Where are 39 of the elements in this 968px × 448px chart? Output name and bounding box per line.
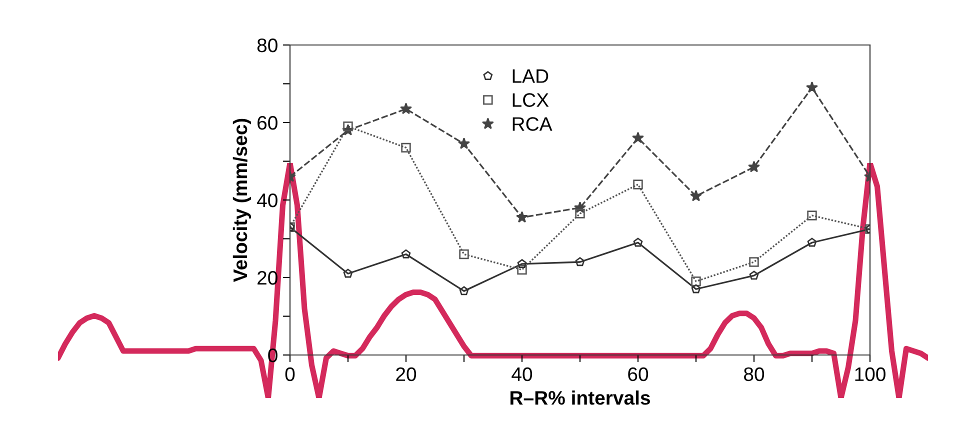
x-tick-label: 20 [396, 367, 416, 382]
point [690, 190, 702, 202]
x-tick-label: 60 [628, 367, 648, 382]
legend-label: RCA [512, 117, 552, 131]
y-tick-label: 80 [257, 38, 278, 52]
point [343, 268, 353, 278]
point [401, 142, 411, 153]
y-axis-title: Velocity (mm/sec) [232, 118, 252, 282]
legend-label: LCX [512, 93, 549, 107]
x-tick-label: 80 [744, 367, 764, 382]
point [575, 257, 585, 266]
point [517, 259, 527, 268]
x-tick-label: 40 [512, 367, 532, 382]
y-tick-label: 40 [257, 193, 278, 208]
point [458, 138, 470, 149]
x-tick-label: 0 [285, 367, 295, 382]
point [633, 180, 643, 190]
point [807, 238, 817, 247]
y-tick-label: 60 [258, 116, 278, 130]
point [400, 102, 412, 114]
point [749, 270, 759, 280]
point [749, 257, 759, 267]
point [691, 284, 701, 294]
point [748, 160, 760, 172]
x-tick-label: 100 [855, 367, 886, 382]
x-axis-title: R–R% intervals [510, 390, 650, 405]
point [807, 210, 817, 220]
point [459, 286, 469, 296]
point [343, 122, 353, 132]
point [516, 211, 528, 223]
legend-label: LAD [512, 69, 548, 83]
point [401, 249, 411, 258]
point [459, 249, 469, 260]
point [691, 276, 701, 286]
point [633, 238, 643, 247]
point [575, 208, 585, 218]
point [632, 132, 644, 144]
point [517, 264, 527, 275]
point [806, 81, 818, 93]
